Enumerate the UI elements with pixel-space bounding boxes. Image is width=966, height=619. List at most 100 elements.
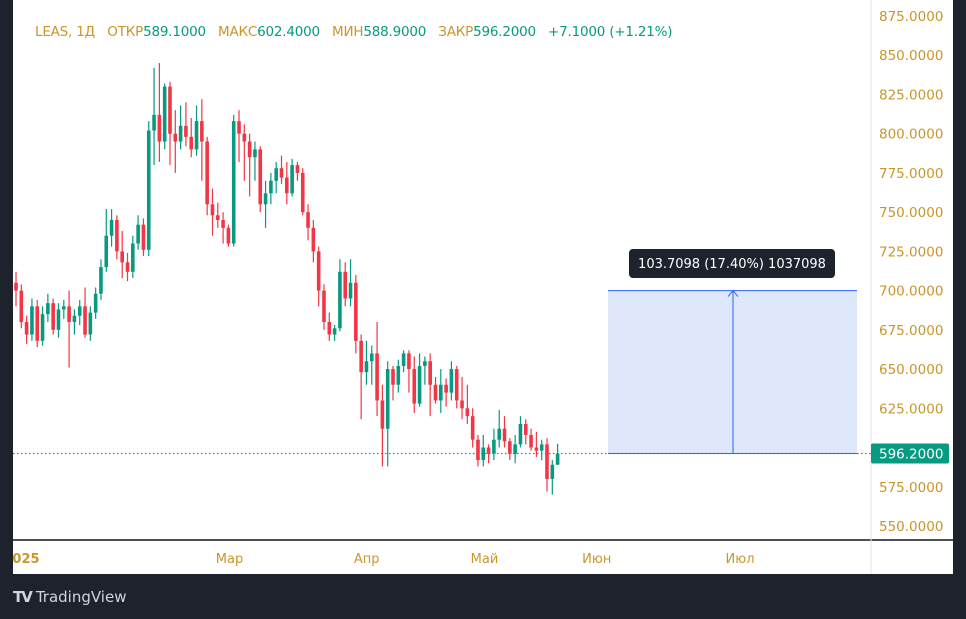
candle-body — [348, 282, 353, 299]
candle-body — [523, 423, 528, 435]
candle-body — [433, 384, 438, 401]
candle-body — [486, 447, 491, 454]
measure-arrow-head — [727, 289, 739, 297]
candle-body — [253, 149, 257, 158]
candle-body — [306, 212, 310, 228]
candle-body — [77, 306, 82, 316]
candle-body — [428, 361, 432, 385]
candle-body — [205, 141, 209, 205]
candle-body — [263, 193, 268, 205]
logo-text: TradingView — [35, 588, 127, 606]
candle-body — [539, 444, 544, 451]
candle-body — [72, 315, 77, 322]
candle-body — [152, 114, 156, 131]
candle-body — [109, 219, 114, 236]
candle-body — [30, 306, 34, 335]
candle-body — [269, 180, 273, 194]
legend-change: +7.1000 (+1.21%) — [548, 24, 673, 40]
candle-body — [194, 121, 199, 150]
candle-body — [476, 439, 480, 461]
time-tick-label: Май — [471, 552, 499, 567]
candle-body — [401, 353, 406, 366]
candle-body — [513, 444, 517, 454]
candle-body — [258, 149, 263, 205]
candle-body — [502, 428, 507, 442]
legend-close-label: ЗАКР — [438, 24, 474, 40]
candle-body — [215, 215, 220, 220]
candle-body — [173, 133, 178, 142]
candle-body — [93, 293, 98, 313]
candle-body — [396, 365, 401, 385]
candle-body — [311, 227, 316, 252]
candle-body — [120, 251, 124, 263]
candle-body — [534, 447, 539, 451]
candle-body — [550, 464, 555, 479]
legend-low: 588.9000 — [363, 24, 427, 40]
candle-body — [221, 219, 225, 228]
time-tick-label: Июл — [726, 552, 755, 567]
price-tick-label: 725.0000 — [879, 244, 943, 260]
candle-body — [417, 365, 422, 404]
chart-frame[interactable]: 875.0000 850.0000 825.0000 800.0000 775.0000… — [13, 0, 953, 574]
price-tick-label: 650.0000 — [879, 362, 943, 378]
time-tick-label: Мар — [216, 552, 243, 567]
candle-body — [136, 224, 140, 244]
candle-body — [210, 204, 215, 216]
time-tick-label: Апр — [354, 552, 380, 567]
candle-body — [178, 125, 183, 142]
tradingview-logo-icon: TV — [13, 588, 33, 606]
candle-body — [14, 282, 18, 291]
candle-body — [407, 353, 411, 370]
candle-body — [115, 219, 119, 252]
legend-low-label: МИН — [332, 24, 364, 40]
candle-body — [162, 86, 167, 142]
candle-body — [141, 224, 146, 250]
candle-body — [338, 271, 342, 329]
candle-body — [492, 439, 496, 454]
candle-body — [343, 271, 348, 299]
candle-body — [184, 125, 188, 137]
candle-body — [46, 303, 50, 315]
candle-body — [354, 282, 358, 341]
candle-body — [56, 309, 61, 330]
candle-body — [300, 172, 305, 213]
candle-body — [555, 453, 560, 465]
candle-body — [327, 321, 332, 335]
candle-body — [508, 441, 512, 454]
candle-body — [146, 130, 151, 250]
candle-body — [364, 361, 369, 373]
price-tick-label: 625.0000 — [879, 401, 943, 417]
candle-body — [274, 168, 278, 181]
measure-label: 103.7098 (17.40%) 1037098 — [638, 257, 826, 272]
candle-body — [423, 361, 427, 366]
price-tick-label: 875.0000 — [879, 9, 943, 25]
candle-body — [380, 400, 385, 429]
price-tick-label: 800.0000 — [879, 127, 943, 143]
legend-open: 589.1000 — [143, 24, 206, 40]
candle-body — [529, 434, 533, 448]
current-price-badge — [871, 443, 949, 464]
candle-body — [359, 340, 363, 373]
candle-body — [518, 423, 523, 445]
candlestick-chart[interactable]: 875.0000 850.0000 825.0000 800.0000 775.0000… — [13, 0, 953, 574]
candle-body — [460, 400, 464, 409]
candle-body — [99, 267, 103, 294]
candle-body — [497, 428, 502, 440]
candle-body — [189, 136, 194, 150]
price-tick-label: 675.0000 — [879, 323, 943, 339]
candle-body — [51, 303, 55, 330]
candle-body — [444, 384, 448, 393]
time-tick-label: Июн — [582, 552, 611, 567]
candle-body — [157, 114, 162, 142]
measure-label-bg — [629, 249, 835, 278]
candle-body — [61, 306, 66, 310]
candle-body — [19, 290, 24, 322]
tradingview-logo[interactable]: TV TradingView — [13, 588, 126, 606]
candle-body — [35, 306, 40, 341]
candle-body — [104, 235, 109, 268]
candle-body — [168, 86, 172, 134]
candle-body — [40, 314, 45, 341]
candle-body — [375, 353, 379, 401]
candle-body — [279, 168, 284, 178]
candle-body — [391, 369, 395, 385]
